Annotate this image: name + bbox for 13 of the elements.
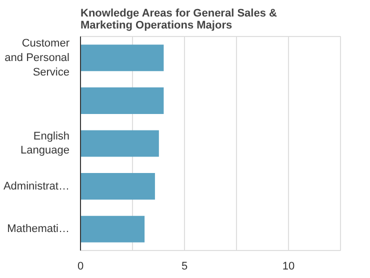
chart-title: Knowledge Areas for General Sales & Marketing Operations Majors xyxy=(80,8,277,32)
y-tick-label: Administrat… xyxy=(3,180,70,192)
y-tick-label: Mathemati… xyxy=(7,223,70,236)
bar xyxy=(80,173,155,200)
y-tick-label: English Language xyxy=(20,130,70,157)
x-tick-label: 0 xyxy=(77,260,84,272)
bar xyxy=(80,87,164,114)
x-tick-label: 5 xyxy=(181,260,188,272)
x-tick-label: 10 xyxy=(282,260,295,272)
y-tick-label: Customer and Personal Service xyxy=(4,38,70,78)
bar xyxy=(80,216,145,242)
bar xyxy=(80,130,159,157)
bar xyxy=(80,44,164,72)
